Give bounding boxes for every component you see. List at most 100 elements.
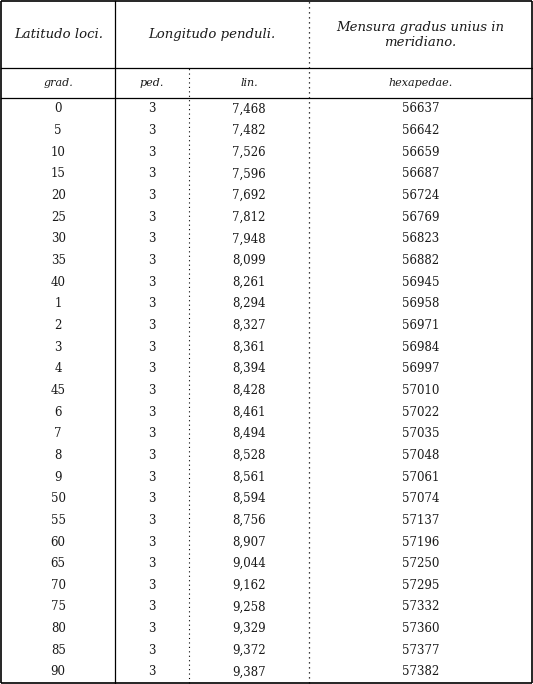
Text: 70: 70 [51,579,66,592]
Text: 56769: 56769 [402,211,439,224]
Text: 56882: 56882 [402,254,439,267]
Text: 56945: 56945 [402,276,439,289]
Text: 3: 3 [148,492,156,505]
Text: 8,756: 8,756 [232,514,266,527]
Text: 57377: 57377 [402,644,439,657]
Text: 9,372: 9,372 [232,644,266,657]
Text: 9,258: 9,258 [232,601,265,614]
Text: 56823: 56823 [402,233,439,246]
Text: 56984: 56984 [402,341,439,354]
Text: 5: 5 [54,124,62,137]
Text: 9: 9 [54,471,62,484]
Text: 8,099: 8,099 [232,254,266,267]
Text: 4: 4 [54,363,62,376]
Text: 57010: 57010 [402,384,439,397]
Text: 7,948: 7,948 [232,233,266,246]
Text: 85: 85 [51,644,66,657]
Text: 3: 3 [148,103,156,116]
Text: 45: 45 [51,384,66,397]
Text: 8,494: 8,494 [232,428,266,440]
Text: 57250: 57250 [402,557,439,570]
Text: 8,594: 8,594 [232,492,266,505]
Text: 35: 35 [51,254,66,267]
Text: 57035: 57035 [402,428,439,440]
Text: 8,528: 8,528 [232,449,265,462]
Text: 8,561: 8,561 [232,471,265,484]
Text: 7,482: 7,482 [232,124,265,137]
Text: 2: 2 [54,319,62,332]
Text: 56971: 56971 [402,319,439,332]
Text: 8,394: 8,394 [232,363,266,376]
Text: 10: 10 [51,146,66,159]
Text: 57137: 57137 [402,514,439,527]
Text: 56642: 56642 [402,124,439,137]
Text: 56687: 56687 [402,168,439,181]
Text: 3: 3 [148,622,156,635]
Text: 7,596: 7,596 [232,168,266,181]
Text: 3: 3 [148,276,156,289]
Text: 40: 40 [51,276,66,289]
Text: 25: 25 [51,211,66,224]
Text: 3: 3 [148,471,156,484]
Text: 56958: 56958 [402,298,439,311]
Text: 3: 3 [148,168,156,181]
Text: 9,329: 9,329 [232,622,266,635]
Text: ped.: ped. [140,78,164,88]
Text: 8,361: 8,361 [232,341,265,354]
Text: 8,907: 8,907 [232,536,266,549]
Text: 57074: 57074 [402,492,439,505]
Text: 8,327: 8,327 [232,319,265,332]
Text: 7,692: 7,692 [232,189,266,202]
Text: 57196: 57196 [402,536,439,549]
Text: lin.: lin. [240,78,258,88]
Text: 9,044: 9,044 [232,557,266,570]
Text: 8: 8 [54,449,62,462]
Text: 0: 0 [54,103,62,116]
Text: 3: 3 [148,211,156,224]
Text: 56637: 56637 [402,103,439,116]
Text: hexapedae.: hexapedae. [388,78,453,88]
Text: 9,162: 9,162 [232,579,265,592]
Text: 3: 3 [148,189,156,202]
Text: 3: 3 [148,406,156,419]
Text: Mensura gradus unius in
meridiano.: Mensura gradus unius in meridiano. [336,21,504,49]
Text: 9,387: 9,387 [232,666,266,679]
Text: 57382: 57382 [402,666,439,679]
Text: 60: 60 [51,536,66,549]
Text: 3: 3 [148,428,156,440]
Text: 3: 3 [148,514,156,527]
Text: 3: 3 [148,319,156,332]
Text: 3: 3 [148,384,156,397]
Text: 65: 65 [51,557,66,570]
Text: 3: 3 [148,298,156,311]
Text: 15: 15 [51,168,66,181]
Text: 7,812: 7,812 [232,211,265,224]
Text: 56659: 56659 [402,146,439,159]
Text: Latitudo loci.: Latitudo loci. [14,28,103,41]
Text: 80: 80 [51,622,66,635]
Text: 75: 75 [51,601,66,614]
Text: 20: 20 [51,189,66,202]
Text: grad.: grad. [43,78,73,88]
Text: 50: 50 [51,492,66,505]
Text: 1: 1 [54,298,62,311]
Text: 55: 55 [51,514,66,527]
Text: 3: 3 [148,233,156,246]
Text: 3: 3 [148,449,156,462]
Text: 57360: 57360 [402,622,439,635]
Text: 8,294: 8,294 [232,298,265,311]
Text: 90: 90 [51,666,66,679]
Text: 3: 3 [54,341,62,354]
Text: 3: 3 [148,601,156,614]
Text: 57048: 57048 [402,449,439,462]
Text: 3: 3 [148,536,156,549]
Text: Longitudo penduli.: Longitudo penduli. [149,28,276,41]
Text: 3: 3 [148,341,156,354]
Text: 57332: 57332 [402,601,439,614]
Text: 56724: 56724 [402,189,439,202]
Text: 7,468: 7,468 [232,103,266,116]
Text: 8,461: 8,461 [232,406,265,419]
Text: 7: 7 [54,428,62,440]
Text: 3: 3 [148,557,156,570]
Text: 56997: 56997 [402,363,439,376]
